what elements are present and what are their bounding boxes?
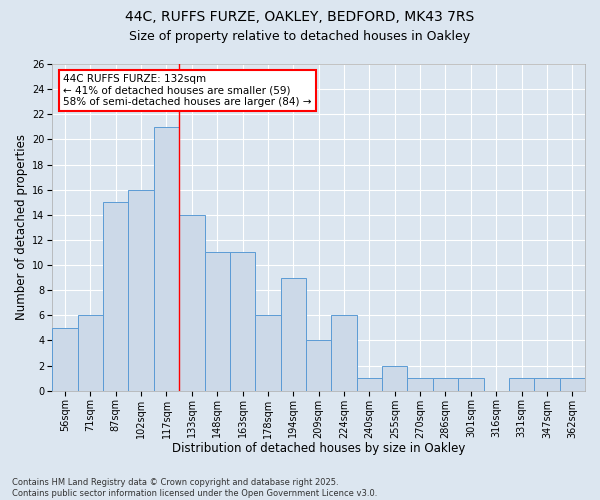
- Bar: [77, 316, 103, 390]
- Bar: [154, 127, 179, 390]
- Bar: [52, 328, 77, 390]
- Bar: [433, 378, 458, 390]
- X-axis label: Distribution of detached houses by size in Oakley: Distribution of detached houses by size …: [172, 442, 466, 455]
- Bar: [281, 278, 306, 390]
- Bar: [509, 378, 534, 390]
- Bar: [382, 366, 407, 390]
- Bar: [560, 378, 585, 390]
- Bar: [534, 378, 560, 390]
- Bar: [103, 202, 128, 390]
- Bar: [458, 378, 484, 390]
- Bar: [357, 378, 382, 390]
- Bar: [179, 215, 205, 390]
- Bar: [407, 378, 433, 390]
- Text: Size of property relative to detached houses in Oakley: Size of property relative to detached ho…: [130, 30, 470, 43]
- Bar: [205, 252, 230, 390]
- Text: 44C, RUFFS FURZE, OAKLEY, BEDFORD, MK43 7RS: 44C, RUFFS FURZE, OAKLEY, BEDFORD, MK43 …: [125, 10, 475, 24]
- Text: 44C RUFFS FURZE: 132sqm
← 41% of detached houses are smaller (59)
58% of semi-de: 44C RUFFS FURZE: 132sqm ← 41% of detache…: [63, 74, 311, 107]
- Text: Contains HM Land Registry data © Crown copyright and database right 2025.
Contai: Contains HM Land Registry data © Crown c…: [12, 478, 377, 498]
- Bar: [331, 316, 357, 390]
- Bar: [306, 340, 331, 390]
- Y-axis label: Number of detached properties: Number of detached properties: [15, 134, 28, 320]
- Bar: [230, 252, 255, 390]
- Bar: [128, 190, 154, 390]
- Bar: [255, 316, 281, 390]
